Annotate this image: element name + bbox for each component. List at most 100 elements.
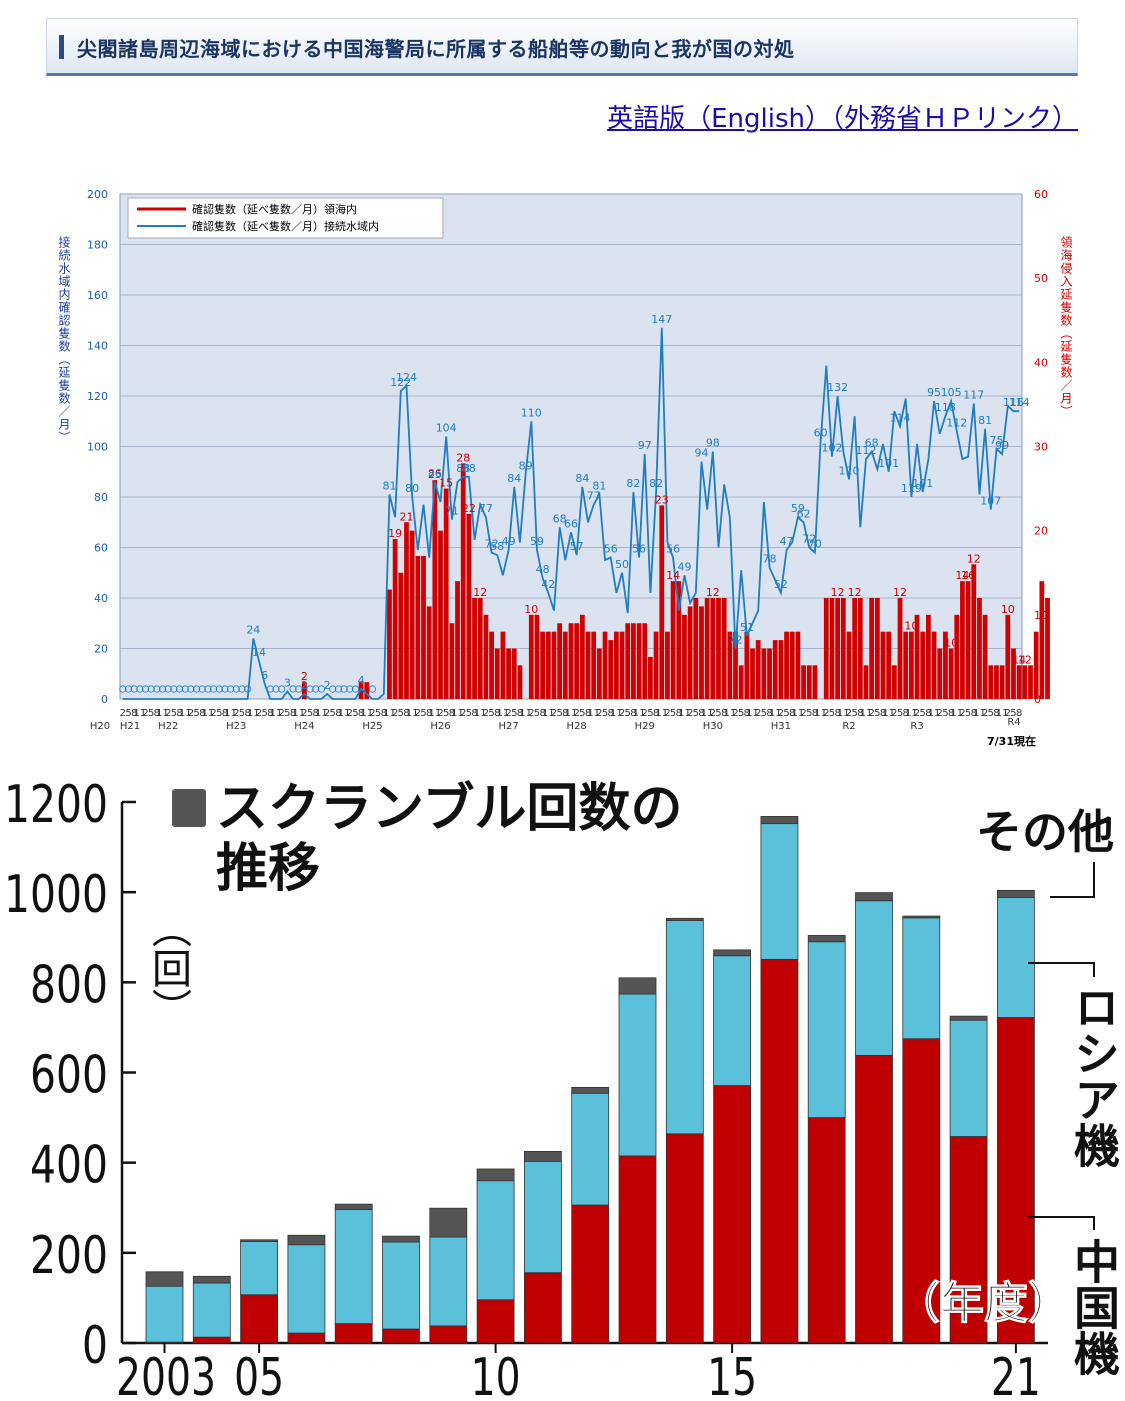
territorial-bar <box>903 631 909 699</box>
territorial-bar <box>789 631 795 699</box>
contiguous-data-label: 56 <box>666 543 680 556</box>
x-month-label: 11 <box>542 708 555 719</box>
contiguous-data-label: 52 <box>774 578 788 591</box>
x-month-label: 11 <box>860 708 873 719</box>
x-month-label: 11 <box>769 708 782 719</box>
x-month-label: 8 <box>857 708 863 719</box>
zero-marker <box>141 685 150 693</box>
legend-label-contiguous: 確認隻数（延べ隻数／月）接続水域内 <box>192 219 379 233</box>
territorial-bar <box>562 631 568 699</box>
series-label-other: その他 <box>976 805 1114 859</box>
territorial-bar <box>931 631 937 699</box>
stacked-bar-segment <box>760 823 799 960</box>
x-month-label: 2 <box>528 708 534 719</box>
territorial-bar <box>653 631 659 699</box>
territorial-bar <box>744 631 750 699</box>
stacked-bar-segment <box>713 955 751 1086</box>
x-month-label: 11 <box>678 708 691 719</box>
x-month-label: 8 <box>562 708 568 719</box>
zero-marker <box>204 685 212 693</box>
territorial-bar <box>511 648 517 699</box>
x-month-label: 5 <box>148 708 154 719</box>
x-month-label: 11 <box>587 708 600 719</box>
contiguous-data-label: 80 <box>405 482 419 495</box>
x-month-label: 5 <box>693 708 699 719</box>
territorial-data-label: 10 <box>524 603 538 616</box>
x-month-label: 8 <box>993 708 999 719</box>
y-tick-label: 0 <box>101 693 108 706</box>
x-month-label: 2 <box>732 708 738 719</box>
x-month-label: 5 <box>284 708 290 719</box>
x-month-label: 11 <box>723 708 736 719</box>
territorial-bar <box>665 631 670 699</box>
x-month-label: 2 <box>278 708 284 719</box>
y-tick-label: 140 <box>87 340 108 353</box>
territorial-bar <box>863 665 869 699</box>
zero-marker <box>170 685 178 693</box>
territorial-bar <box>670 581 676 699</box>
x-month-label: 8 <box>313 708 319 719</box>
x-month-label: 11 <box>565 708 578 719</box>
territorial-bar <box>1005 614 1011 699</box>
territorial-bar <box>568 623 574 699</box>
x-month-label: 8 <box>449 708 455 719</box>
territorial-bar <box>982 614 988 699</box>
contiguous-data-label: 71 <box>445 505 459 518</box>
contiguous-data-label: 84 <box>575 472 589 485</box>
x-month-label: 11 <box>292 708 305 719</box>
y-axis-right-label: 領海侵入延隻数（延隻数／月） <box>1059 235 1073 418</box>
territorial-bar <box>614 631 619 699</box>
contiguous-data-label: 60 <box>814 426 828 439</box>
x-month-label: 8 <box>948 708 954 719</box>
contiguous-data-label: 99 <box>995 439 1009 452</box>
x-month-label: 5 <box>534 708 540 719</box>
x-month-label: 11 <box>701 708 714 719</box>
territorial-bar <box>908 631 914 699</box>
zero-marker <box>266 685 274 693</box>
stacked-bar-segment <box>524 1272 562 1344</box>
english-version-link[interactable]: 英語版（English）（外務省ＨＰリンク） <box>607 104 1078 134</box>
territorial-bar <box>494 648 500 699</box>
x-month-label: 5 <box>851 708 857 719</box>
x-year-label: R4 <box>1007 717 1020 728</box>
territorial-bar <box>994 665 999 699</box>
territorial-bar <box>387 589 392 699</box>
x-month-label: 8 <box>358 708 364 719</box>
x-month-label: 2 <box>392 708 398 719</box>
contiguous-data-label: 68 <box>865 437 879 450</box>
x-month-label: 8 <box>834 708 840 719</box>
x-month-label: 8 <box>880 708 886 719</box>
contiguous-data-label: 107 <box>980 495 1001 508</box>
territorial-bar <box>852 598 858 699</box>
territorial-bar <box>1016 665 1022 699</box>
x-month-label: 8 <box>539 708 545 719</box>
x-month-label: 5 <box>375 708 381 719</box>
x-month-label: 11 <box>451 708 464 719</box>
x-tick-label: 21 <box>991 1348 1041 1401</box>
contiguous-data-label: 56 <box>604 543 618 556</box>
territorial-bar <box>438 530 443 699</box>
stacked-bar-segment <box>571 1086 610 1094</box>
title-cube-icon <box>172 789 206 827</box>
stacked-bar-segment <box>665 920 704 1135</box>
territorial-bar <box>517 665 523 699</box>
territorial-bar <box>869 598 875 699</box>
x-month-label: 8 <box>335 708 341 719</box>
territorial-bar <box>1039 581 1045 699</box>
stacked-bar-segment <box>429 1207 468 1238</box>
stacked-bar-segment <box>145 1285 184 1343</box>
zero-marker <box>119 685 127 693</box>
territorial-bar <box>631 623 636 699</box>
x-month-label: 5 <box>920 708 926 719</box>
x-month-label: 8 <box>766 708 772 719</box>
contiguous-data-label: 72 <box>485 538 499 551</box>
stacked-bar-segment <box>145 1271 184 1287</box>
x-month-label: 2 <box>369 708 375 719</box>
stacked-bar-segment <box>855 892 893 902</box>
scramble-bar-chart: 0 200 400 600 800 1000 1200 2003 05 10 15 21 スクランブル回… <box>4 775 1121 1401</box>
x-month-label: 5 <box>1010 708 1016 719</box>
territorial-bar <box>755 640 761 699</box>
contiguous-data-label: 59 <box>791 502 805 515</box>
territorial-bar <box>829 598 835 699</box>
territorial-bar <box>880 631 886 699</box>
